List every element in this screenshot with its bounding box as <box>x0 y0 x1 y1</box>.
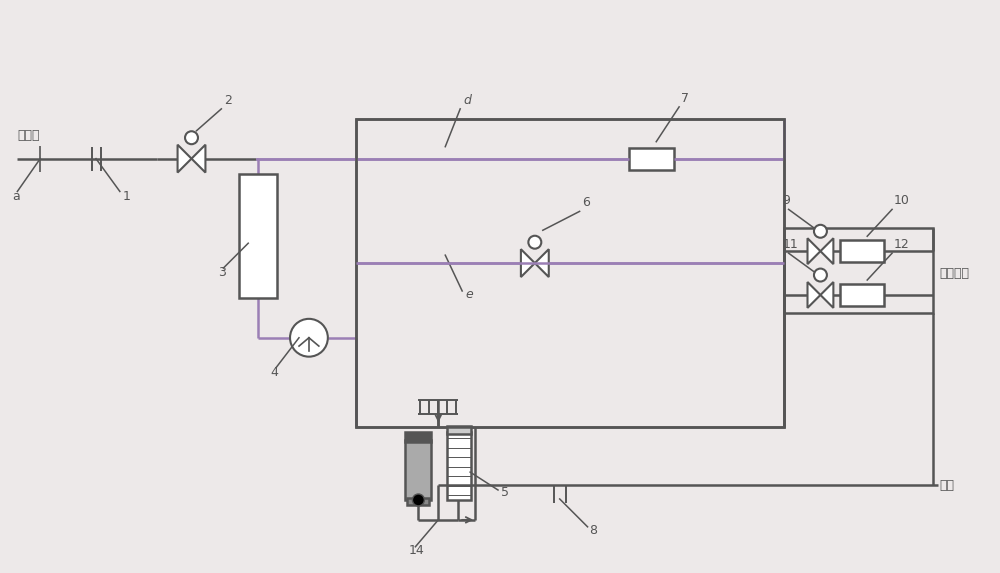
Bar <box>239 174 277 298</box>
Text: 4: 4 <box>270 366 278 379</box>
Circle shape <box>185 131 198 144</box>
Text: 8: 8 <box>590 524 598 537</box>
Text: e: e <box>465 288 473 301</box>
Polygon shape <box>820 238 833 264</box>
Text: 1: 1 <box>123 190 131 203</box>
Text: 自来水: 自来水 <box>17 129 40 142</box>
Circle shape <box>528 236 541 249</box>
Polygon shape <box>178 145 192 172</box>
Bar <box>629 148 674 170</box>
Bar <box>447 432 471 500</box>
Text: 浓水排放: 浓水排放 <box>940 266 970 280</box>
Bar <box>407 498 429 505</box>
Bar <box>356 119 784 427</box>
Text: 7: 7 <box>681 92 689 105</box>
Bar <box>356 119 784 427</box>
Circle shape <box>412 494 424 506</box>
Circle shape <box>814 225 827 238</box>
Text: 6: 6 <box>583 197 590 209</box>
Text: 纯水: 纯水 <box>940 478 955 492</box>
Polygon shape <box>808 282 820 308</box>
Circle shape <box>814 269 827 281</box>
Bar <box>405 440 431 500</box>
Bar <box>447 426 471 434</box>
Bar <box>784 228 933 313</box>
Text: 12: 12 <box>894 238 910 251</box>
Text: a: a <box>12 190 20 203</box>
Text: 10: 10 <box>894 194 910 207</box>
Polygon shape <box>521 249 535 277</box>
Text: 2: 2 <box>224 94 232 107</box>
Text: 9: 9 <box>783 194 790 207</box>
Polygon shape <box>808 238 820 264</box>
Polygon shape <box>535 249 549 277</box>
Circle shape <box>290 319 328 356</box>
Bar <box>405 432 431 442</box>
Text: 3: 3 <box>218 266 226 279</box>
Text: 11: 11 <box>783 238 798 251</box>
Text: d: d <box>463 94 471 107</box>
Bar <box>840 240 884 262</box>
Bar <box>840 284 884 306</box>
Text: 5: 5 <box>501 486 509 499</box>
Text: 14: 14 <box>408 544 424 557</box>
Polygon shape <box>820 282 833 308</box>
Polygon shape <box>192 145 205 172</box>
